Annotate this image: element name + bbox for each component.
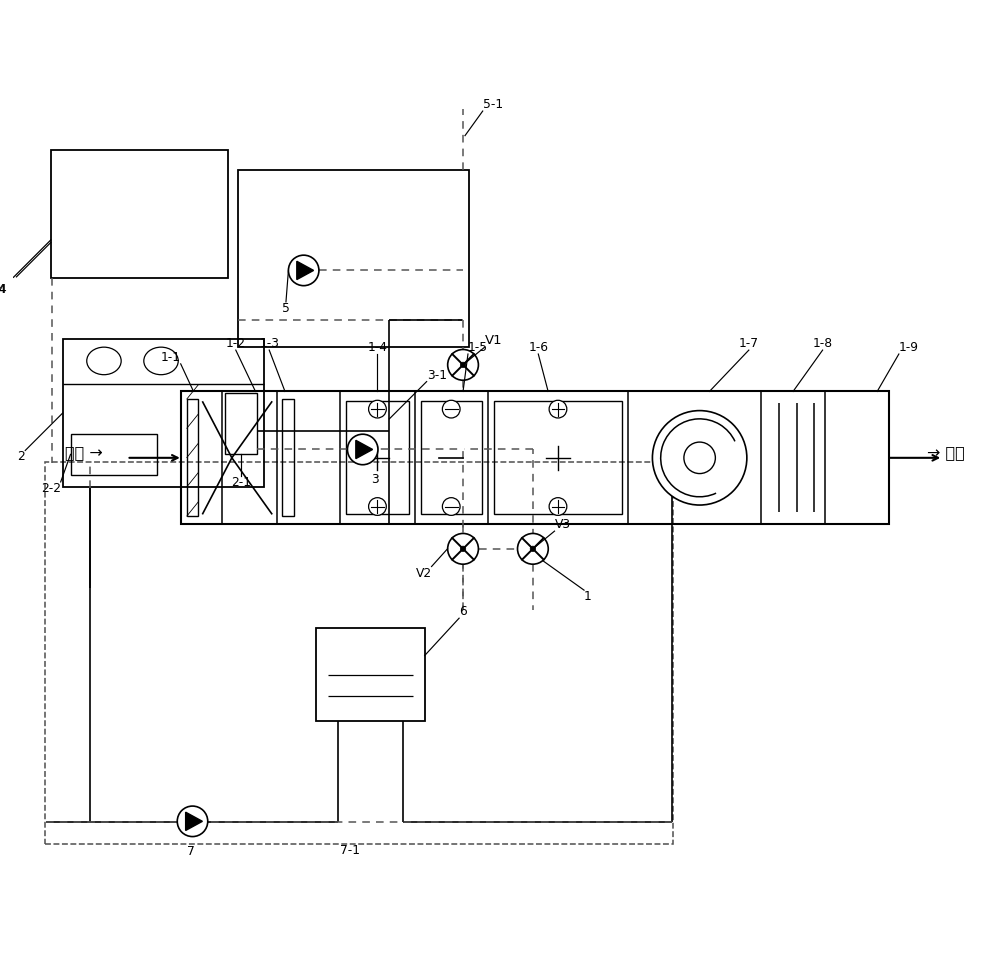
Bar bbox=[494, 401, 622, 515]
Text: 4: 4 bbox=[0, 283, 6, 296]
Bar bbox=[45, 462, 673, 844]
Text: 1-9: 1-9 bbox=[899, 341, 919, 354]
Bar bbox=[346, 401, 409, 515]
Text: 2-1: 2-1 bbox=[231, 476, 251, 489]
Circle shape bbox=[347, 435, 378, 465]
Polygon shape bbox=[186, 812, 202, 831]
Bar bbox=[71, 434, 157, 475]
Text: 7-1: 7-1 bbox=[340, 844, 360, 857]
Text: 5: 5 bbox=[282, 302, 290, 315]
Text: V3: V3 bbox=[555, 519, 571, 531]
Text: 1-8: 1-8 bbox=[813, 337, 833, 350]
Circle shape bbox=[518, 534, 548, 564]
Text: 1-5: 1-5 bbox=[468, 341, 488, 354]
Circle shape bbox=[460, 362, 466, 368]
Text: 新风 →: 新风 → bbox=[65, 445, 103, 460]
Polygon shape bbox=[297, 262, 314, 280]
Text: 1: 1 bbox=[584, 590, 592, 604]
Text: 1-1: 1-1 bbox=[161, 350, 181, 364]
Text: 2-2: 2-2 bbox=[41, 482, 61, 495]
Bar bbox=[63, 339, 264, 487]
Circle shape bbox=[442, 498, 460, 516]
Circle shape bbox=[177, 806, 208, 837]
Text: 1-6: 1-6 bbox=[528, 341, 548, 354]
Circle shape bbox=[369, 498, 386, 516]
Circle shape bbox=[288, 255, 319, 286]
Text: → 送风: → 送风 bbox=[927, 445, 965, 460]
Circle shape bbox=[369, 400, 386, 418]
Text: 1-7: 1-7 bbox=[739, 337, 759, 350]
Text: V1: V1 bbox=[485, 334, 502, 348]
Bar bbox=[225, 393, 257, 455]
Text: 3: 3 bbox=[371, 473, 378, 486]
Text: 5-1: 5-1 bbox=[483, 98, 503, 111]
Text: 7: 7 bbox=[187, 845, 194, 858]
Text: 2: 2 bbox=[18, 451, 25, 463]
Text: V2: V2 bbox=[415, 566, 432, 580]
Circle shape bbox=[652, 411, 747, 505]
Bar bbox=[282, 399, 294, 517]
Bar bbox=[421, 401, 482, 515]
Circle shape bbox=[530, 546, 536, 552]
Circle shape bbox=[442, 400, 460, 418]
Circle shape bbox=[684, 442, 715, 474]
Bar bbox=[51, 150, 228, 278]
Circle shape bbox=[448, 350, 478, 380]
Bar bbox=[181, 392, 889, 524]
Circle shape bbox=[460, 546, 466, 552]
Text: 6: 6 bbox=[459, 605, 467, 618]
Text: 1-2: 1-2 bbox=[226, 337, 246, 350]
Text: 1-3: 1-3 bbox=[259, 337, 279, 350]
Circle shape bbox=[448, 534, 478, 564]
Bar bbox=[316, 627, 425, 721]
Polygon shape bbox=[356, 440, 373, 458]
Circle shape bbox=[549, 498, 567, 516]
Text: 3-1: 3-1 bbox=[427, 369, 447, 382]
Bar bbox=[238, 170, 469, 348]
Text: 4: 4 bbox=[0, 284, 7, 296]
Text: 1-4: 1-4 bbox=[367, 341, 387, 354]
Bar bbox=[187, 399, 198, 517]
Circle shape bbox=[549, 400, 567, 418]
